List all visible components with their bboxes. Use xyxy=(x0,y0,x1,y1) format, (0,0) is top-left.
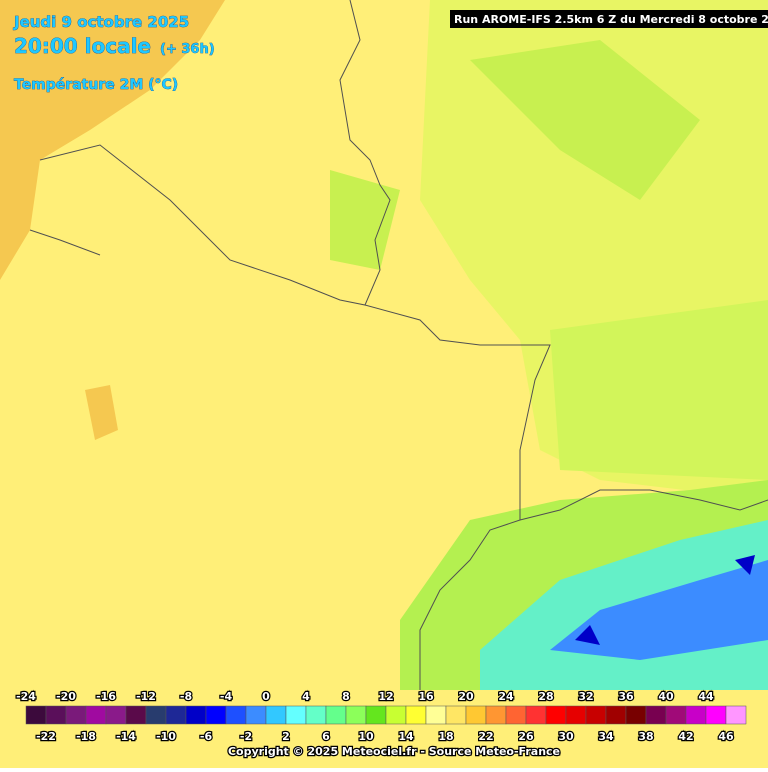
legend-swatch xyxy=(205,705,227,725)
legend-label: -20 xyxy=(56,690,76,703)
legend-label: 14 xyxy=(398,730,414,743)
legend-swatch xyxy=(485,705,507,725)
legend-label: 42 xyxy=(678,730,693,743)
legend-label: 6 xyxy=(322,730,330,743)
run-info: Run AROME-IFS 2.5km 6 Z du Mercredi 8 oc… xyxy=(454,13,768,26)
green-zone xyxy=(470,40,700,200)
paris-warm-spot xyxy=(85,385,118,440)
legend-swatch xyxy=(125,705,147,725)
legend-swatch xyxy=(525,705,547,725)
legend-swatch xyxy=(645,705,667,725)
lead-time: (+ 36h) xyxy=(160,42,215,57)
legend-swatch xyxy=(685,705,707,725)
time: 20:00 locale xyxy=(14,34,151,58)
legend-swatch xyxy=(605,705,627,725)
alps-peaks xyxy=(550,560,768,660)
legend-label: -4 xyxy=(220,690,233,703)
legend-label: 28 xyxy=(538,690,553,703)
sea xyxy=(0,0,225,280)
legend-label: -8 xyxy=(180,690,192,703)
legend-label: 18 xyxy=(438,730,453,743)
legend-swatch xyxy=(705,705,727,725)
legend-label: 32 xyxy=(578,690,593,703)
legend-label: 46 xyxy=(718,730,734,743)
legend-swatch xyxy=(665,705,687,725)
alps-summits xyxy=(575,555,755,645)
legend-swatch xyxy=(25,705,47,725)
legend-label: 30 xyxy=(558,730,574,743)
legend-label: -6 xyxy=(200,730,213,743)
legend-swatch xyxy=(325,705,347,725)
legend-swatch xyxy=(225,705,247,725)
legend-label: 26 xyxy=(518,730,534,743)
legend-label: -24 xyxy=(16,690,36,703)
legend-swatch xyxy=(185,705,207,725)
legend-label: 16 xyxy=(418,690,434,703)
legend-swatch xyxy=(65,705,87,725)
legend-label: 8 xyxy=(342,690,350,703)
legend-label: 24 xyxy=(498,690,514,703)
legend-label: -2 xyxy=(240,730,252,743)
borders xyxy=(29,0,768,690)
legend-label: 12 xyxy=(378,690,393,703)
legend-label: 20 xyxy=(458,690,474,703)
legend-swatch xyxy=(425,705,447,725)
legend-swatch xyxy=(385,705,407,725)
legend-swatch xyxy=(305,705,327,725)
legend-label: 40 xyxy=(658,690,674,703)
legend-swatch xyxy=(345,705,367,725)
legend-label: 36 xyxy=(618,690,634,703)
legend-swatch xyxy=(265,705,287,725)
legend-label: 2 xyxy=(282,730,290,743)
legend-swatch xyxy=(725,705,747,725)
legend-label: -14 xyxy=(116,730,136,743)
legend-swatch xyxy=(165,705,187,725)
legend-label: 4 xyxy=(302,690,310,703)
variable: Température 2M (°C) xyxy=(14,77,178,93)
legend-swatch xyxy=(465,705,487,725)
legend-swatch xyxy=(405,705,427,725)
legend-label: -18 xyxy=(76,730,96,743)
green-zone xyxy=(330,170,400,270)
legend-swatch xyxy=(105,705,127,725)
legend-label: 38 xyxy=(638,730,653,743)
legend-swatch xyxy=(45,705,67,725)
copyright: Copyright © 2025 Meteociel.fr - Source M… xyxy=(228,745,560,758)
legend-label: 44 xyxy=(698,690,714,703)
legend-swatch xyxy=(285,705,307,725)
legend-swatch xyxy=(585,705,607,725)
legend-label: -12 xyxy=(136,690,156,703)
run-banner xyxy=(450,10,768,28)
legend-swatch xyxy=(545,705,567,725)
legend-swatch xyxy=(145,705,167,725)
legend-swatch xyxy=(245,705,267,725)
legend-swatch xyxy=(565,705,587,725)
legend-label: 34 xyxy=(598,730,614,743)
legend-swatch xyxy=(625,705,647,725)
legend-label: 22 xyxy=(478,730,493,743)
legend-label: 0 xyxy=(262,690,270,703)
legend-swatch xyxy=(505,705,527,725)
legend-label: -10 xyxy=(156,730,176,743)
legend-label: -22 xyxy=(36,730,56,743)
green-zone xyxy=(550,300,768,480)
legend-swatch xyxy=(445,705,467,725)
legend-label: 10 xyxy=(358,730,374,743)
legend-swatch xyxy=(85,705,107,725)
date: Jeudi 9 octobre 2025 xyxy=(13,13,189,31)
legend-swatch xyxy=(365,705,387,725)
color-legend: -24-22-20-18-16-14-12-10-8-6-4-202468101… xyxy=(15,689,747,744)
legend-label: -16 xyxy=(96,690,116,703)
